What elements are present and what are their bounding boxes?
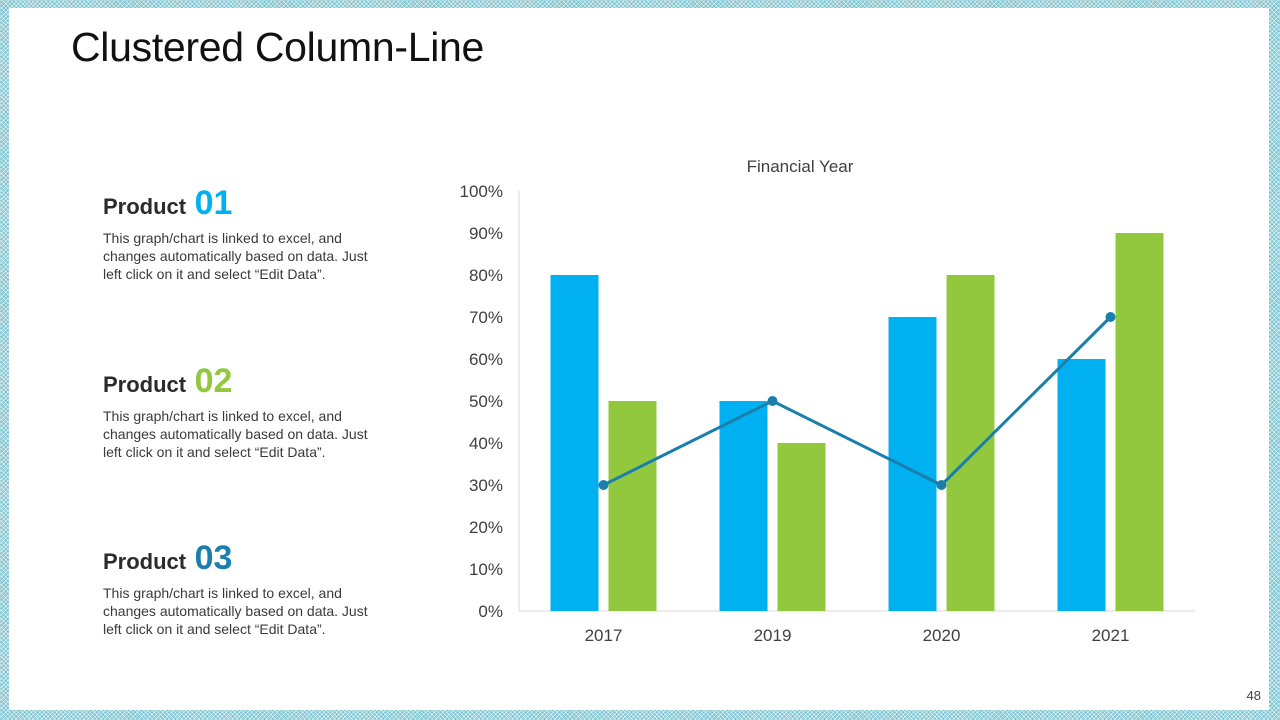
product-02-description-line: This graph/chart is linked to excel, and: [103, 408, 342, 424]
bar-2017-series-2: [608, 401, 657, 611]
x-tick-label: 2017: [585, 626, 623, 645]
line-point-2019: [767, 396, 778, 406]
product-02-label: Product: [103, 372, 187, 397]
y-tick-label: 30%: [469, 476, 503, 495]
product-03-description-line: left click on it and select “Edit Data”.: [103, 621, 326, 637]
line-point-2020: [936, 480, 947, 490]
x-tick-label: 2020: [923, 626, 961, 645]
product-01-description: This graph/chart is linked to excel, and…: [103, 229, 403, 283]
product-03-heading: Product 03: [103, 539, 403, 584]
product-01-label: Product: [103, 194, 187, 219]
y-tick-label: 50%: [469, 392, 503, 411]
y-tick-label: 70%: [469, 308, 503, 327]
y-tick-label: 20%: [469, 518, 503, 537]
product-03-description-line: changes automatically based on data. Jus…: [103, 603, 368, 619]
product-01-description-line: This graph/chart is linked to excel, and: [103, 230, 342, 246]
product-03-description-line: This graph/chart is linked to excel, and: [103, 585, 342, 601]
product-02-description-line: changes automatically based on data. Jus…: [103, 426, 368, 442]
product-01-description-line: left click on it and select “Edit Data”.: [103, 266, 326, 282]
product-01-description-line: changes automatically based on data. Jus…: [103, 248, 368, 264]
bar-2021-series-2: [1115, 233, 1164, 611]
line-series-1: [602, 315, 1112, 487]
y-tick-label: 0%: [478, 602, 503, 621]
y-tick-label: 60%: [469, 350, 503, 369]
x-tick-label: 2019: [754, 626, 792, 645]
bar-2019-series-1: [719, 401, 768, 611]
product-01-block: Product 01 This graph/chart is linked to…: [103, 184, 403, 283]
bar-2017-series-1: [550, 275, 599, 611]
y-tick-label: 80%: [469, 266, 503, 285]
bar-2020-series-1: [888, 317, 937, 611]
product-03-label: Product: [103, 549, 187, 574]
x-tick-label: 2021: [1092, 626, 1130, 645]
product-03-description: This graph/chart is linked to excel, and…: [103, 584, 403, 638]
y-tick-label: 10%: [469, 560, 503, 579]
product-01-heading: Product 01: [103, 184, 403, 229]
line-point-2021: [1105, 312, 1116, 322]
bar-2021-series-1: [1057, 359, 1106, 611]
product-01-number: 01: [194, 184, 233, 222]
slide-title: Clustered Column-Line: [71, 24, 485, 70]
chart-title: Financial Year: [747, 157, 854, 176]
slide: Clustered Column-Line Product 01 This gr…: [9, 8, 1269, 710]
bar-2019-series-2: [777, 443, 826, 611]
product-03-block: Product 03 This graph/chart is linked to…: [103, 539, 403, 638]
product-02-heading: Product 02: [103, 362, 403, 407]
product-02-description-line: left click on it and select “Edit Data”.: [103, 444, 326, 460]
line-point-2017: [598, 480, 609, 490]
product-03-number: 03: [194, 539, 233, 577]
y-tick-label: 100%: [460, 182, 503, 201]
clustered-column-line-chart: 0% 10% 20% 30% 40% 50% 60% 70% 80% 90% 100% Financi…: [460, 157, 1195, 645]
y-tick-label: 90%: [469, 224, 503, 243]
product-02-description: This graph/chart is linked to excel, and…: [103, 407, 403, 461]
bar-2020-series-2: [946, 275, 995, 611]
page-number: 48: [1246, 688, 1261, 703]
y-tick-label: 40%: [469, 434, 503, 453]
product-02-number: 02: [194, 362, 233, 400]
product-02-block: Product 02 This graph/chart is linked to…: [103, 362, 403, 461]
